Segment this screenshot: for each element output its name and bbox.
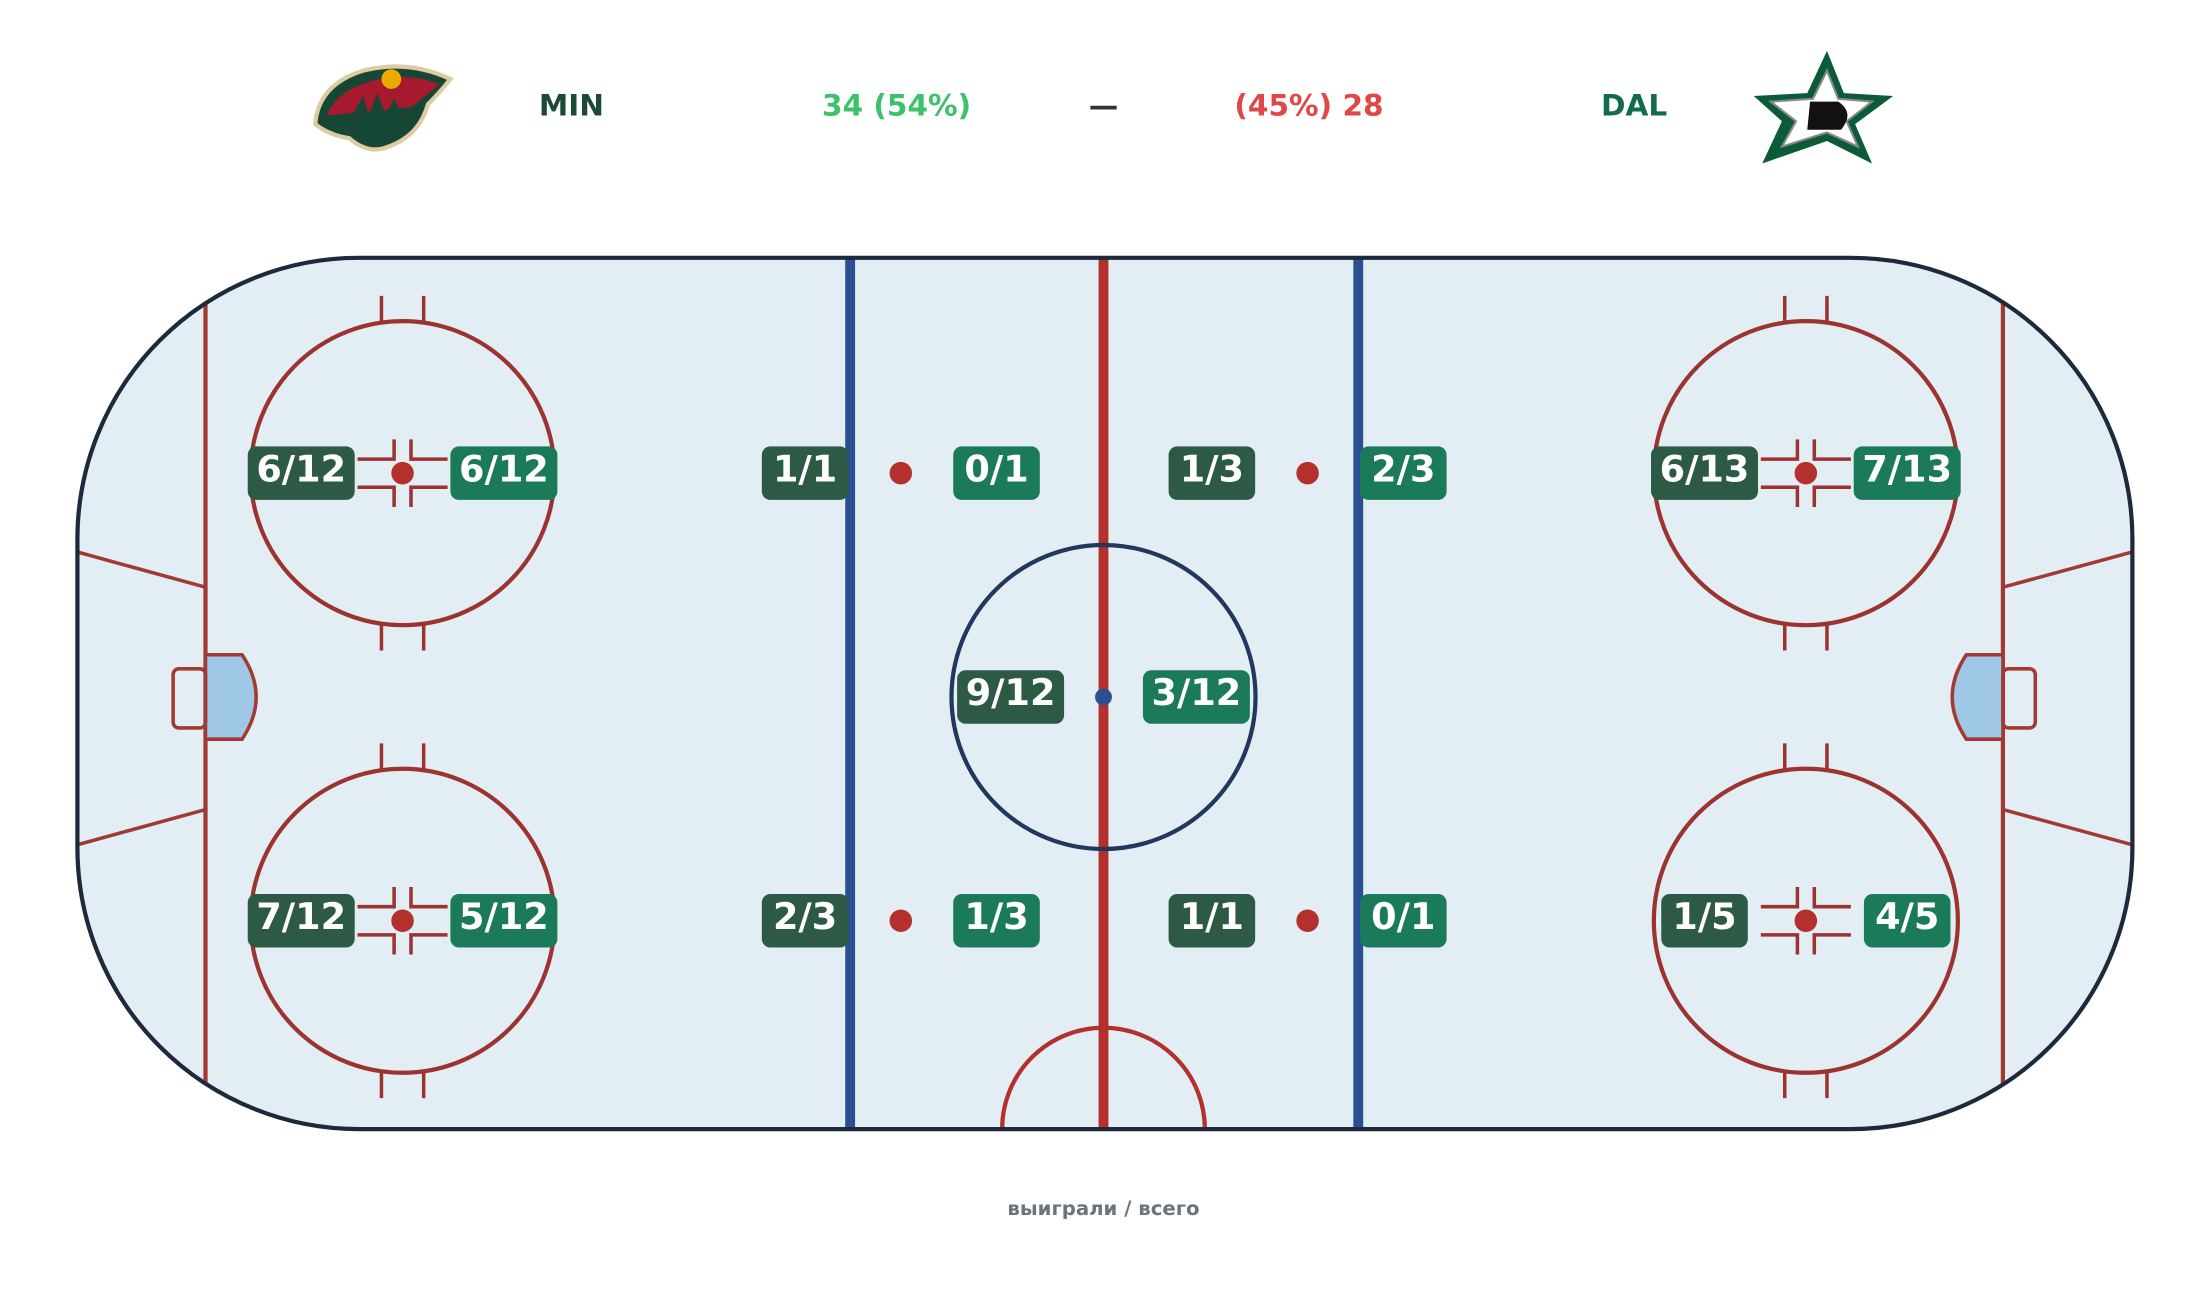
home-score: 34 (54%): [822, 89, 971, 123]
faceoff-badge: 0/1: [953, 446, 1040, 500]
score-separator: —: [1089, 89, 1119, 123]
home-logo: [313, 64, 454, 152]
badge-bg: [761, 894, 849, 948]
badge-bg: [247, 894, 355, 948]
badge-bg: [953, 446, 1040, 500]
faceoff-dot: [1794, 909, 1818, 933]
hash-marks: [357, 295, 448, 651]
faceoff-badge: 7/13: [1853, 446, 1961, 500]
faceoff-badge: 1/3: [1168, 446, 1256, 500]
faceoff-badge: 0/1: [1360, 894, 1447, 948]
badge-bg: [1168, 894, 1256, 948]
faceoff-badge: 2/3: [1360, 446, 1447, 500]
faceoff-dot: [889, 909, 913, 933]
faceoff-count: 5/12: [459, 895, 549, 938]
faceoff-badge: 1/1: [761, 446, 849, 500]
away-team: DAL: [1601, 89, 1667, 123]
badge-bg: [953, 894, 1040, 948]
hash-marks: [1760, 295, 1851, 651]
faceoff-dot: [889, 461, 913, 485]
faceoff-count: 2/3: [1371, 447, 1435, 490]
badge-bg: [450, 446, 558, 500]
faceoff-badge: 9/12: [957, 670, 1065, 724]
badge-bg: [1651, 446, 1758, 500]
faceoff-badge: 6/12: [450, 446, 558, 500]
away-score: (45%) 28: [1234, 89, 1383, 123]
faceoff-count: 4/5: [1875, 895, 1939, 938]
faceoff-dot: [1296, 461, 1319, 485]
badge-bg: [247, 446, 355, 500]
faceoff-badge: 3/12: [1142, 670, 1250, 724]
faceoff-count: 1/5: [1672, 895, 1736, 938]
faceoff-count: 3/12: [1152, 671, 1242, 714]
faceoff-circle: [1651, 766, 1960, 1075]
badge-bg: [1853, 446, 1961, 500]
faceoff-badge: 1/1: [1168, 894, 1256, 948]
badge-bg: [957, 670, 1065, 724]
badge-bg: [1360, 894, 1447, 948]
faceoff-dot: [391, 461, 414, 485]
badge-bg: [1360, 446, 1447, 500]
faceoff-count: 6/12: [256, 447, 346, 490]
faceoff-badge: 6/13: [1651, 446, 1758, 500]
faceoff-count: 1/1: [773, 447, 837, 490]
faceoff-badge: 1/3: [953, 894, 1040, 948]
faceoff-badge: 7/12: [247, 894, 355, 948]
faceoff-dot: [391, 909, 414, 933]
badge-bg: [1661, 894, 1748, 948]
badge-bg: [1863, 894, 1951, 948]
faceoff-count: 9/12: [966, 671, 1056, 714]
away-logo: [1753, 50, 1894, 164]
badge-bg: [1168, 446, 1256, 500]
faceoff-badge: 1/5: [1661, 894, 1748, 948]
faceoff-count: 7/12: [256, 895, 346, 938]
hash-marks: [1760, 743, 1851, 1099]
faceoff-dot: [1794, 461, 1818, 485]
rink: [75, 255, 2135, 1132]
faceoff-count: 2/3: [773, 895, 837, 938]
faceoff-count: 0/1: [964, 447, 1028, 490]
faceoff-badge: 5/12: [450, 894, 558, 948]
faceoff-count: 0/1: [1371, 895, 1435, 938]
faceoff-count: 6/12: [459, 447, 549, 490]
faceoff-badge: 2/3: [761, 894, 849, 948]
legend-note: выиграли / всего: [1007, 1197, 1199, 1220]
faceoff-count: 1/1: [1180, 895, 1244, 938]
faceoff-badge: 6/12: [247, 446, 355, 500]
hash-marks: [357, 743, 448, 1099]
faceoff-badge: 4/5: [1863, 894, 1951, 948]
faceoff-count: 7/13: [1862, 447, 1952, 490]
home-team: MIN: [539, 89, 604, 123]
faceoff-count: 1/3: [1180, 447, 1244, 490]
faceoff-dot: [1296, 909, 1319, 933]
badge-bg: [761, 446, 849, 500]
faceoff-count: 1/3: [964, 895, 1028, 938]
badge-bg: [1142, 670, 1250, 724]
badge-bg: [450, 894, 558, 948]
faceoff-count: 6/13: [1660, 447, 1750, 490]
